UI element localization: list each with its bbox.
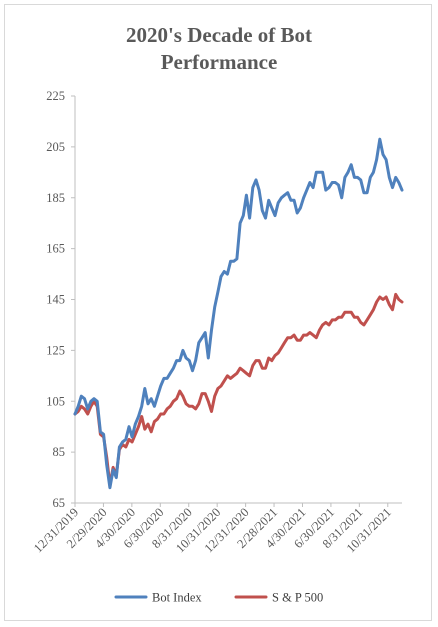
chart-title-line-1: 2020's Decade of Bot [125, 23, 313, 47]
legend: Bot Index S & P 500 [114, 591, 323, 605]
legend-label-s-p-500: S & P 500 [272, 591, 323, 605]
y-tick-label: 165 [46, 242, 65, 256]
y-tick-label: 85 [53, 445, 66, 459]
series-line-bot-index [73, 137, 404, 490]
y-axis-ticks: 65 85 105 125 145 165 185 205 225 [46, 89, 75, 510]
series-lines [73, 137, 404, 490]
legend-label-bot-index: Bot Index [152, 591, 202, 605]
y-tick-label: 65 [53, 496, 66, 510]
x-axis-ticks: 12/31/20192/29/20204/30/20206/30/20208/3… [31, 503, 394, 555]
y-tick-label: 145 [46, 293, 65, 307]
y-tick-label: 105 [46, 394, 65, 408]
y-tick-label: 185 [46, 191, 65, 205]
chart-title-line-2: Performance [160, 50, 278, 74]
series-line-s-p-500 [73, 292, 404, 487]
chart-title: 2020's Decade of Bot Performance [0, 22, 438, 76]
y-tick-label: 125 [46, 343, 65, 357]
y-tick-label: 205 [46, 140, 65, 154]
y-tick-label: 225 [46, 89, 65, 103]
